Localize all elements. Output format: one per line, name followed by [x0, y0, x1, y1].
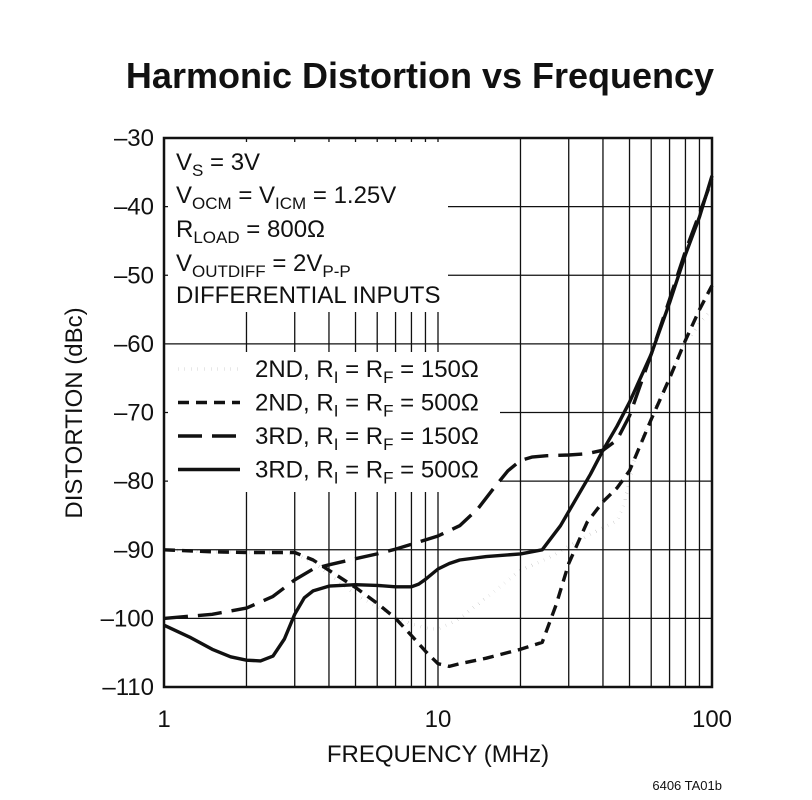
- x-axis-label: FREQUENCY (MHz): [327, 741, 549, 768]
- y-axis-label: DISTORTION (dBc): [61, 307, 88, 518]
- x-tick-label: 1: [157, 706, 170, 733]
- condition-inputs: DIFFERENTIAL INPUTS: [176, 282, 440, 309]
- series-lines: [163, 175, 714, 669]
- series-line-3: [163, 178, 714, 621]
- y-tick-label: –100: [101, 605, 154, 632]
- legend-label: 3RD, RI = RF = 150Ω: [255, 423, 479, 454]
- y-tick-label: –90: [114, 537, 154, 564]
- y-tick-label: –40: [114, 194, 154, 221]
- x-tick-label: 100: [692, 706, 732, 733]
- legend-label: 3RD, RI = RF = 500Ω: [255, 457, 479, 488]
- y-tick-label: –50: [114, 262, 154, 289]
- y-tick-label: –70: [114, 400, 154, 427]
- series-line-2: [163, 284, 714, 669]
- legend-label: 2ND, RI = RF = 150Ω: [255, 356, 479, 387]
- figure-id: 6406 TA01b: [652, 778, 722, 793]
- y-tick-label: –110: [102, 674, 154, 701]
- condition-vocm: VOCM = VICM = 1.25V: [176, 182, 396, 213]
- x-tick-labels: 1 10 100: [157, 706, 732, 733]
- y-tick-label: –80: [114, 468, 154, 495]
- plot-frame: [162, 136, 714, 689]
- conditions-box: [168, 142, 448, 312]
- legend-label: 2ND, RI = RF = 500Ω: [255, 390, 479, 421]
- x-tick-label: 10: [425, 706, 452, 733]
- chart-title: Harmonic Distortion vs Frequency: [126, 55, 714, 96]
- condition-vs: VS = 3V: [176, 149, 260, 180]
- y-tick-labels: –30 –40 –50 –60 –70 –80 –90 –100 –110: [101, 125, 154, 701]
- condition-voutdiff: VOUTDIFF = 2VP-P: [176, 250, 351, 281]
- y-tick-label: –60: [114, 331, 154, 358]
- y-tick-label: –30: [114, 125, 154, 152]
- series-line-4: [163, 175, 714, 663]
- condition-rload: RLOAD = 800Ω: [176, 216, 325, 247]
